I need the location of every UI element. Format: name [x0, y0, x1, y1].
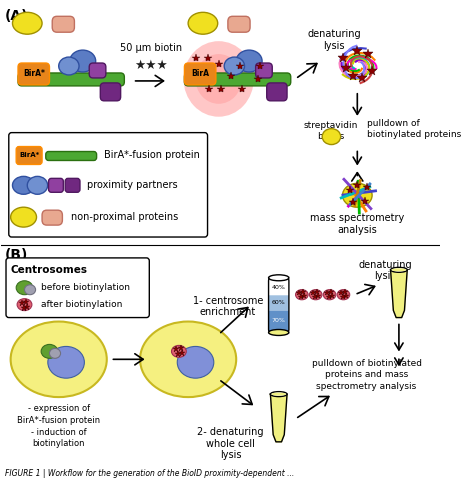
Ellipse shape	[392, 269, 406, 271]
Text: non-proximal proteins: non-proximal proteins	[71, 212, 178, 222]
Ellipse shape	[12, 176, 35, 194]
FancyBboxPatch shape	[269, 278, 289, 295]
FancyBboxPatch shape	[269, 311, 289, 332]
FancyBboxPatch shape	[16, 146, 42, 164]
Text: 60%: 60%	[272, 300, 286, 305]
FancyBboxPatch shape	[42, 210, 63, 225]
Text: (B): (B)	[5, 248, 28, 262]
Ellipse shape	[310, 290, 322, 300]
Ellipse shape	[236, 50, 262, 72]
FancyBboxPatch shape	[267, 83, 287, 101]
Text: denaturing
lysis: denaturing lysis	[307, 29, 361, 51]
Polygon shape	[391, 270, 407, 317]
Ellipse shape	[49, 348, 61, 358]
FancyBboxPatch shape	[18, 73, 124, 86]
Text: mass spectrometry
analysis: mass spectrometry analysis	[310, 213, 404, 235]
Ellipse shape	[322, 128, 341, 144]
Text: BirA*-fusion protein: BirA*-fusion protein	[104, 151, 200, 160]
FancyBboxPatch shape	[9, 133, 208, 237]
Text: (A): (A)	[5, 9, 28, 23]
Text: proximity partners: proximity partners	[87, 180, 178, 190]
Ellipse shape	[140, 322, 236, 397]
FancyBboxPatch shape	[89, 63, 106, 78]
Ellipse shape	[270, 392, 287, 397]
Ellipse shape	[224, 57, 245, 75]
FancyBboxPatch shape	[6, 258, 149, 317]
Ellipse shape	[271, 393, 286, 396]
Text: BirA*: BirA*	[23, 70, 45, 78]
FancyBboxPatch shape	[46, 152, 97, 160]
FancyBboxPatch shape	[269, 295, 289, 311]
FancyBboxPatch shape	[184, 63, 216, 85]
Ellipse shape	[10, 207, 36, 227]
Text: denaturing
lysis: denaturing lysis	[358, 260, 412, 282]
Text: streptavidin
beads: streptavidin beads	[303, 121, 358, 141]
Ellipse shape	[17, 298, 32, 311]
FancyBboxPatch shape	[65, 178, 80, 192]
Text: 1- centrosome
enrichment: 1- centrosome enrichment	[193, 296, 263, 317]
Ellipse shape	[343, 184, 372, 207]
Ellipse shape	[269, 275, 289, 281]
Ellipse shape	[59, 57, 79, 75]
Text: - expression of
BirA*-fusion protein
- induction of
biotinylation: - expression of BirA*-fusion protein - i…	[17, 404, 100, 448]
Text: pulldown of
biotinylated proteins: pulldown of biotinylated proteins	[366, 119, 461, 139]
Ellipse shape	[296, 290, 308, 300]
FancyBboxPatch shape	[255, 63, 272, 78]
Ellipse shape	[41, 344, 58, 358]
Ellipse shape	[323, 290, 336, 300]
Ellipse shape	[337, 290, 350, 300]
Text: Centrosomes: Centrosomes	[10, 265, 88, 275]
Ellipse shape	[16, 281, 33, 295]
Ellipse shape	[172, 345, 186, 357]
Text: BirA*: BirA*	[19, 153, 39, 158]
Ellipse shape	[10, 322, 107, 397]
FancyBboxPatch shape	[228, 16, 250, 32]
Ellipse shape	[269, 329, 289, 336]
Text: FIGURE 1 | Workflow for the generation of the BioID proximity-dependent ...: FIGURE 1 | Workflow for the generation o…	[5, 469, 294, 478]
Ellipse shape	[48, 346, 84, 378]
Ellipse shape	[70, 50, 96, 72]
Polygon shape	[270, 394, 287, 442]
Text: 50 μm biotin: 50 μm biotin	[120, 43, 182, 53]
Circle shape	[183, 41, 254, 117]
Ellipse shape	[177, 346, 214, 378]
Text: pulldown of biotinylated
proteins and mass
spectrometry analysis: pulldown of biotinylated proteins and ma…	[311, 359, 421, 391]
Ellipse shape	[27, 176, 47, 194]
FancyBboxPatch shape	[184, 73, 291, 86]
Ellipse shape	[391, 268, 407, 272]
Text: before biotinylation: before biotinylation	[41, 283, 130, 292]
Text: ★★★: ★★★	[134, 59, 168, 72]
Text: 2- denaturing
whole cell
lysis: 2- denaturing whole cell lysis	[197, 427, 264, 460]
Ellipse shape	[188, 13, 218, 34]
Ellipse shape	[12, 13, 42, 34]
FancyBboxPatch shape	[48, 178, 64, 192]
Text: 40%: 40%	[272, 284, 286, 290]
FancyBboxPatch shape	[100, 83, 121, 101]
FancyBboxPatch shape	[18, 63, 49, 85]
Circle shape	[196, 54, 242, 104]
Text: 70%: 70%	[272, 318, 286, 323]
Ellipse shape	[25, 285, 36, 295]
Text: after biotinylation: after biotinylation	[41, 300, 122, 309]
FancyBboxPatch shape	[52, 16, 74, 32]
Text: BirA: BirA	[191, 70, 209, 78]
